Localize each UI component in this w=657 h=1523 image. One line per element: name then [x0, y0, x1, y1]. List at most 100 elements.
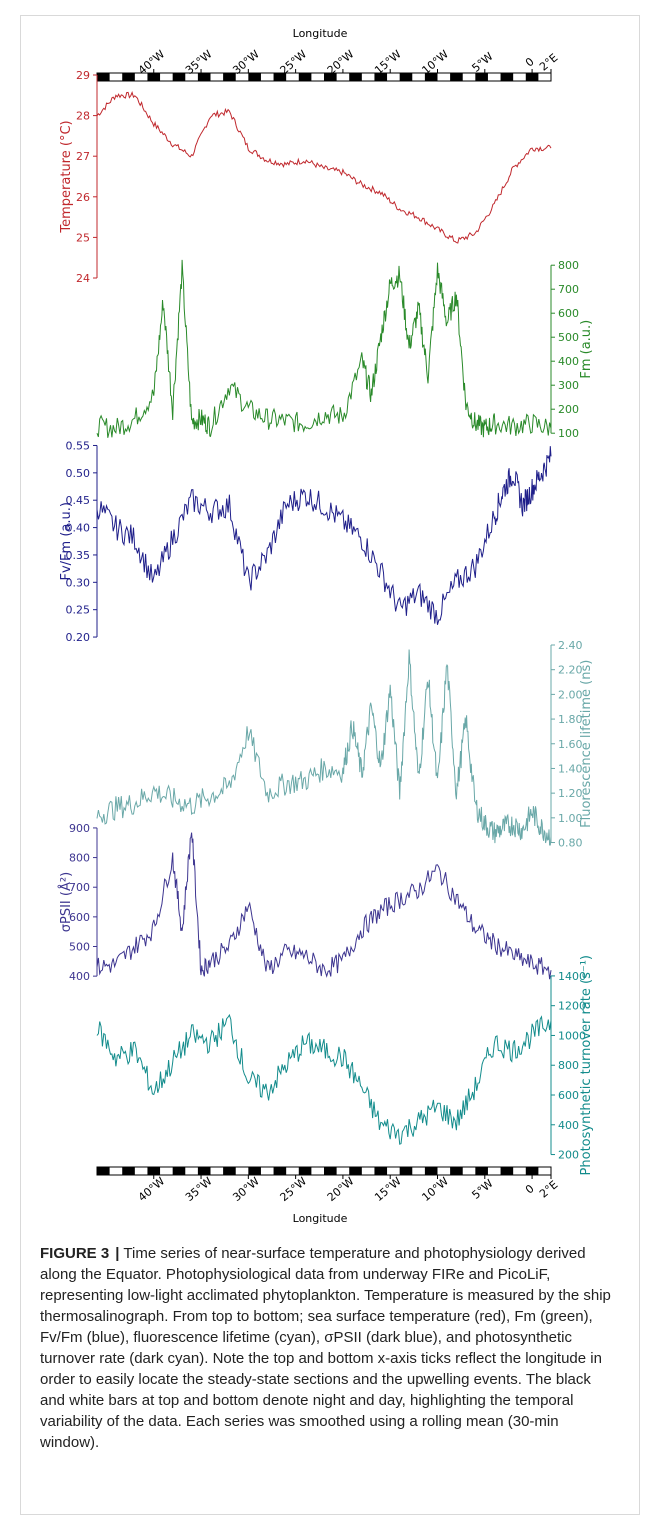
- panel-2-y-tick-label: 600: [558, 307, 579, 320]
- panel-6-series-line: [96, 1013, 552, 1145]
- panel-1-y-tick-label: 29: [76, 69, 90, 82]
- panel-5-series-line: [96, 832, 552, 980]
- bottom-night-segment: [248, 1167, 261, 1175]
- panel-4-y-tick-label: 1.80: [558, 713, 583, 726]
- panel-4-y-tick-label: 2.00: [558, 688, 583, 701]
- top-night-segment: [273, 73, 287, 81]
- panel-6-y-tick-label: 600: [558, 1089, 579, 1102]
- bottom-night-segment: [147, 1167, 161, 1175]
- panel-1-y-axis-title: Temperature (°C): [59, 120, 74, 233]
- panel-4-y-tick-label: 2.40: [558, 639, 583, 652]
- panel-3-y-tick-label: 0.35: [66, 549, 91, 562]
- panel-4-y-tick-label: 1.40: [558, 762, 583, 775]
- panel-5-y-tick-label: 900: [69, 822, 90, 835]
- bottom-x-tick-label: 35°W: [183, 1174, 215, 1204]
- panel-2-y-tick-label: 500: [558, 331, 579, 344]
- panel-4-y-tick-label: 1.00: [558, 812, 583, 825]
- top-night-segment: [424, 73, 438, 81]
- bottom-x-axis-title: Longitude: [293, 1212, 348, 1225]
- panel-2-y-tick-label: 700: [558, 283, 579, 296]
- bottom-night-segment: [500, 1167, 514, 1175]
- panel-6-y-tick-label: 1000: [558, 1029, 586, 1042]
- bottom-x-tick-label: 30°W: [230, 1174, 262, 1204]
- panel-4-y-tick-label: 0.80: [558, 837, 583, 850]
- panel-4-y-axis-title: Fluorescence lifetime (ns): [579, 660, 594, 828]
- panel-2-y-axis-title: Fm (a.u.): [579, 320, 594, 379]
- bottom-x-tick-label: 25°W: [278, 1174, 310, 1204]
- panel-5-y-axis-title: σPSII (Å²): [58, 872, 74, 932]
- panel-2-y-tick-label: 800: [558, 259, 579, 272]
- panel-3-series-line: [96, 446, 552, 625]
- bottom-night-segment: [298, 1167, 312, 1175]
- panel-5-y-tick-label: 800: [69, 852, 90, 865]
- panel-3-y-tick-label: 0.55: [66, 439, 91, 452]
- top-x-tick-label: 5°W: [469, 50, 495, 75]
- bottom-night-segment: [273, 1167, 287, 1175]
- top-night-segment: [298, 73, 312, 81]
- bottom-night-segment: [197, 1167, 211, 1175]
- top-night-segment: [349, 73, 362, 81]
- top-night-segment: [500, 73, 514, 81]
- figure-separator: |: [115, 1245, 120, 1262]
- bottom-night-segment: [172, 1167, 186, 1175]
- bottom-night-segment: [324, 1167, 337, 1175]
- panel-2-y-tick-label: 200: [558, 403, 579, 416]
- figure-caption-text: Time series of near-surface temperature …: [40, 1245, 611, 1451]
- top-night-segment: [374, 73, 388, 81]
- panel-3-y-tick-label: 0.25: [66, 604, 91, 617]
- top-night-segment: [399, 73, 413, 81]
- top-night-segment: [223, 73, 236, 81]
- panel-4-y-tick-label: 2.20: [558, 664, 583, 677]
- top-night-segment: [197, 73, 211, 81]
- top-night-segment: [324, 73, 337, 81]
- panel-1-y-tick-label: 28: [76, 110, 90, 123]
- panel-1-y-tick-label: 25: [76, 231, 90, 244]
- panel-3-y-tick-label: 0.50: [66, 467, 91, 480]
- panel-4-y-tick-label: 1.20: [558, 787, 583, 800]
- bottom-night-segment: [424, 1167, 438, 1175]
- panel-3-y-axis-title: Fv/Fm (a.u.): [59, 502, 74, 580]
- figure-caption: FIGURE 3 | Time series of near-surface tem…: [40, 1243, 620, 1453]
- top-night-segment: [97, 73, 110, 81]
- panel-6-y-tick-label: 1400: [558, 970, 586, 983]
- bottom-night-segment: [122, 1167, 135, 1175]
- bottom-x-tick-label: 15°W: [372, 1174, 404, 1204]
- panel-5-y-tick-label: 600: [69, 911, 90, 924]
- top-night-segment: [248, 73, 261, 81]
- panel-1-y-tick-label: 24: [76, 272, 90, 285]
- bottom-x-tick-label: 40°W: [136, 1174, 168, 1204]
- panel-2-series-line: [96, 259, 552, 438]
- top-x-tick-label: 0: [523, 55, 537, 69]
- top-night-segment: [525, 73, 539, 81]
- bottom-x-tick-label: 2°E: [537, 1178, 560, 1200]
- panel-3-y-tick-label: 0.40: [66, 522, 91, 535]
- top-night-segment: [450, 73, 463, 81]
- panel-5-y-tick-label: 500: [69, 941, 90, 954]
- bottom-x-tick-label: 20°W: [325, 1174, 357, 1204]
- panel-5-y-tick-label: 400: [69, 970, 90, 983]
- bottom-night-segment: [223, 1167, 236, 1175]
- bottom-night-segment: [349, 1167, 362, 1175]
- bottom-night-segment: [97, 1167, 110, 1175]
- panel-1-y-tick-label: 26: [76, 191, 90, 204]
- figure-chart: 40°W40°W35°W35°W30°W30°W25°W25°W20°W20°W…: [58, 27, 594, 1225]
- top-x-axis-title: Longitude: [293, 27, 348, 40]
- panel-4-y-tick-label: 1.60: [558, 738, 583, 751]
- bottom-x-tick-label: 10°W: [419, 1174, 451, 1204]
- figure-frame: [20, 15, 640, 1515]
- panel-2-y-tick-label: 100: [558, 427, 579, 440]
- top-night-segment: [122, 73, 135, 81]
- panel-3-y-tick-label: 0.45: [66, 494, 91, 507]
- panel-6-y-tick-label: 200: [558, 1149, 579, 1162]
- top-night-segment: [475, 73, 488, 81]
- bottom-night-segment: [450, 1167, 463, 1175]
- panel-6-y-tick-label: 400: [558, 1119, 579, 1132]
- bottom-night-segment: [399, 1167, 413, 1175]
- bottom-night-segment: [374, 1167, 388, 1175]
- panel-5-y-tick-label: 700: [69, 881, 90, 894]
- panel-4-series-line: [96, 649, 552, 846]
- top-night-segment: [147, 73, 161, 81]
- top-x-tick-label: 2°E: [537, 51, 560, 73]
- panel-3-y-tick-label: 0.20: [66, 631, 91, 644]
- figure-label: FIGURE 3: [40, 1245, 110, 1262]
